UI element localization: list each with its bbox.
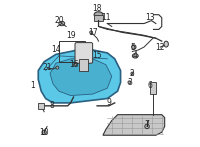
Text: 1: 1: [30, 81, 35, 90]
Bar: [79, 59, 88, 71]
Text: 8: 8: [49, 101, 54, 110]
Text: 15: 15: [92, 51, 102, 60]
Text: 18: 18: [92, 4, 102, 13]
Text: 11: 11: [101, 13, 111, 22]
Ellipse shape: [56, 66, 59, 69]
Polygon shape: [50, 59, 112, 96]
Text: 16: 16: [69, 60, 78, 69]
Text: 17: 17: [88, 28, 97, 37]
Ellipse shape: [131, 72, 134, 75]
Text: 5: 5: [130, 42, 135, 52]
Ellipse shape: [59, 21, 65, 26]
Ellipse shape: [90, 31, 93, 34]
Text: 7: 7: [145, 120, 149, 130]
Polygon shape: [38, 50, 121, 103]
Bar: [59, 41, 85, 62]
Ellipse shape: [74, 63, 76, 66]
Text: 13: 13: [145, 13, 155, 22]
Text: 12: 12: [156, 42, 165, 52]
Text: 4: 4: [133, 51, 138, 60]
Ellipse shape: [94, 12, 103, 18]
Text: 10: 10: [39, 128, 49, 137]
Ellipse shape: [132, 54, 138, 58]
Ellipse shape: [145, 124, 149, 129]
Text: 20: 20: [54, 16, 64, 25]
Text: 14: 14: [51, 45, 61, 55]
Text: 3: 3: [127, 78, 132, 87]
Bar: [38, 103, 44, 109]
Text: 2: 2: [130, 69, 135, 78]
Ellipse shape: [128, 81, 131, 84]
Text: 6: 6: [148, 81, 152, 90]
Text: 9: 9: [106, 98, 111, 107]
Text: 21: 21: [42, 63, 52, 72]
Bar: [150, 82, 156, 94]
Ellipse shape: [42, 130, 46, 135]
Ellipse shape: [164, 41, 168, 47]
FancyBboxPatch shape: [75, 43, 93, 63]
Polygon shape: [103, 115, 165, 135]
Bar: [94, 15, 103, 21]
Text: 19: 19: [66, 31, 75, 40]
Ellipse shape: [132, 45, 136, 49]
